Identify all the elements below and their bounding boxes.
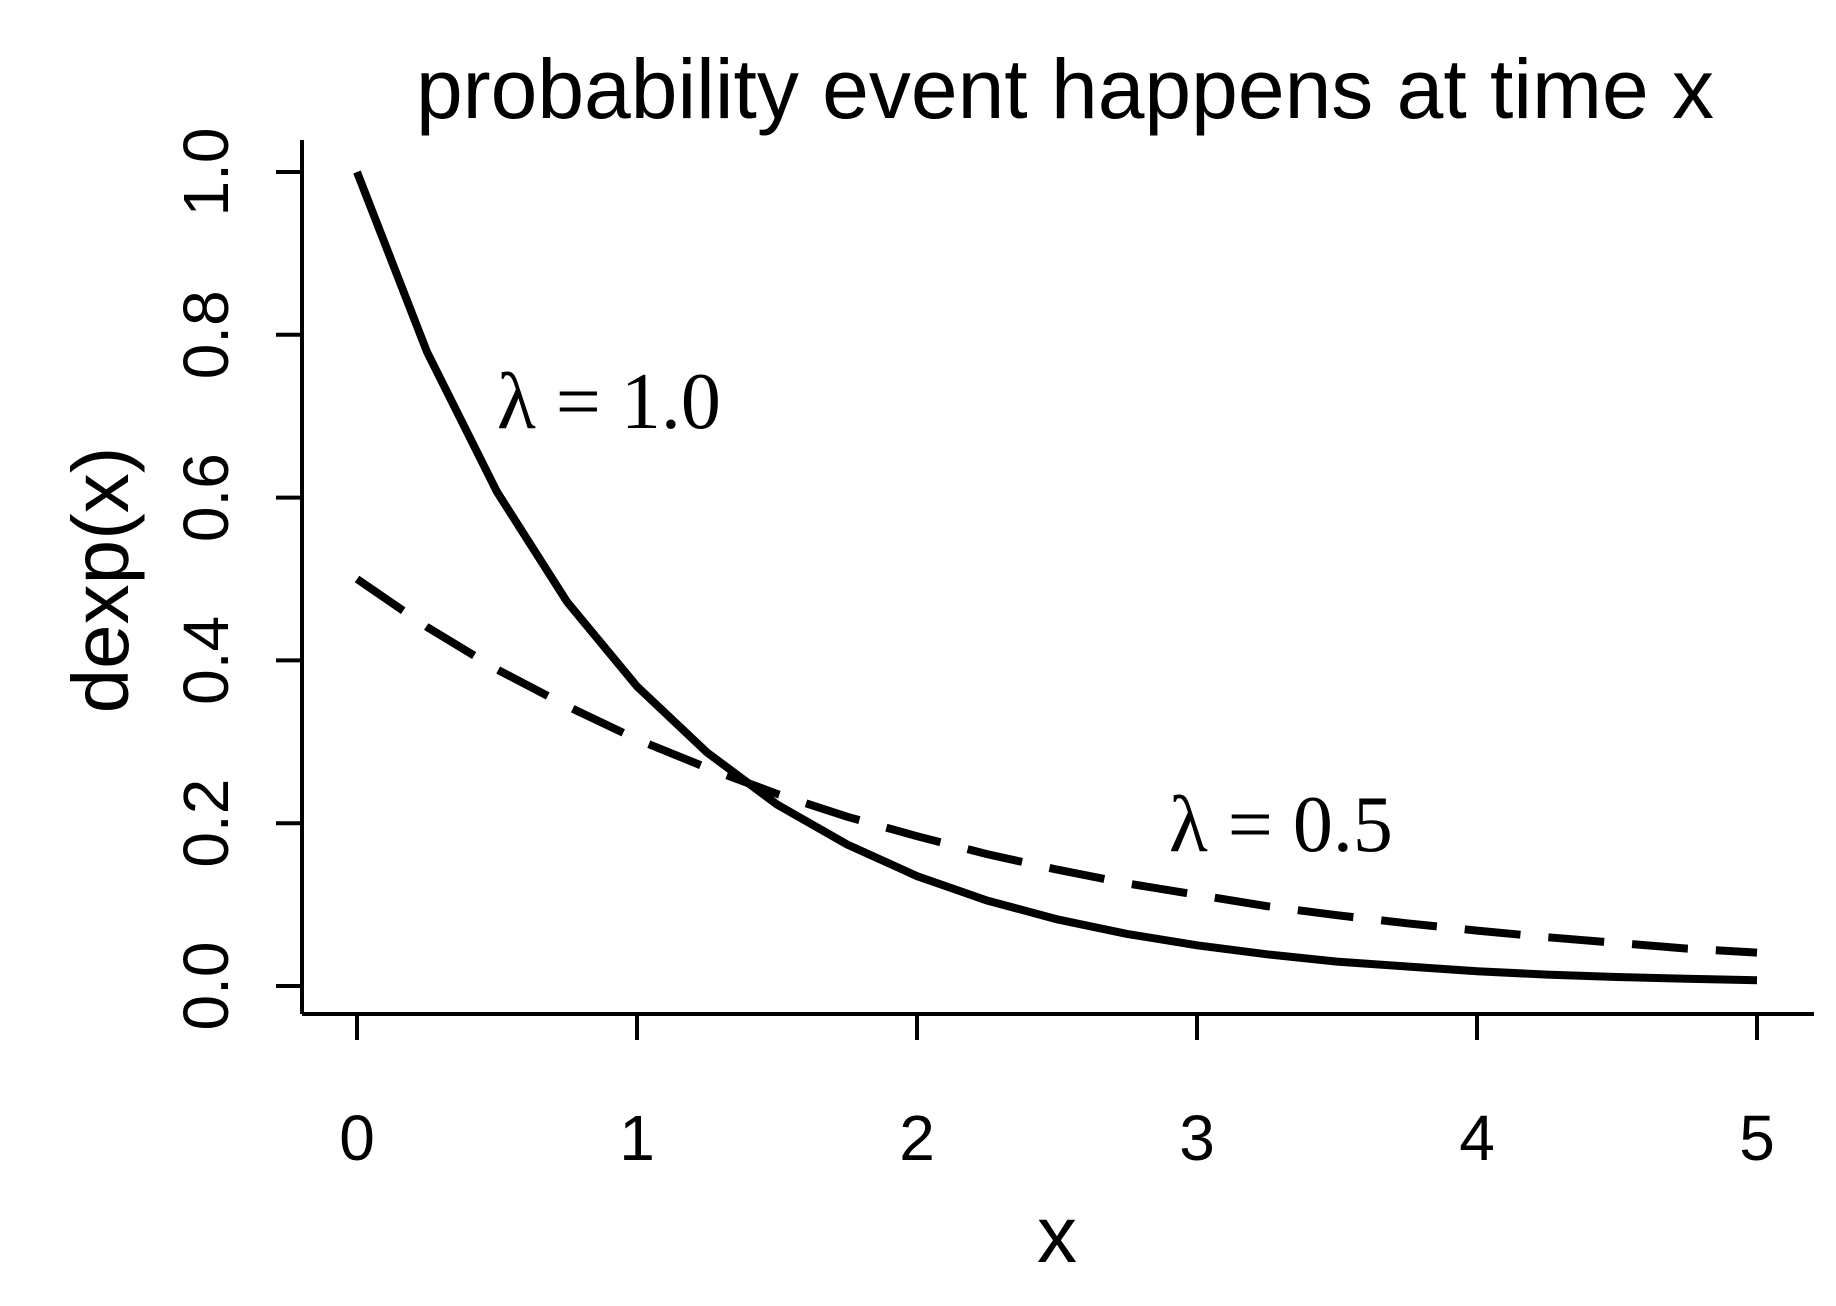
y-tick-label: 0.8 xyxy=(170,290,242,379)
x-tick-label: 2 xyxy=(899,1102,935,1174)
y-ticks: 0.0 0.2 0.4 0.6 0.8 1.0 xyxy=(170,128,302,1031)
series-annotation: λ = 1.0 xyxy=(497,358,721,446)
series-annotation: λ = 0.5 xyxy=(1169,781,1393,869)
chart-title: probability event happens at time x xyxy=(416,42,1714,136)
y-tick-label: 0.6 xyxy=(170,453,242,542)
x-tick-label: 5 xyxy=(1739,1102,1775,1174)
x-axis-label: x xyxy=(1037,1190,1077,1279)
annotations: λ = 1.0 λ = 0.5 xyxy=(497,358,1393,869)
series-line-1 xyxy=(353,170,1758,985)
x-tick-label: 3 xyxy=(1179,1102,1215,1174)
x-tick-label: 4 xyxy=(1459,1102,1495,1174)
y-axis-label: dexp(x) xyxy=(56,447,145,714)
y-tick-label: 0.4 xyxy=(170,616,242,705)
y-tick-label: 0.0 xyxy=(170,942,242,1031)
y-tick-label: 0.2 xyxy=(170,779,242,868)
y-tick-label: 1.0 xyxy=(170,128,242,217)
x-tick-label: 1 xyxy=(619,1102,655,1174)
x-ticks: 0 1 2 3 4 5 xyxy=(339,1014,1775,1174)
series-group xyxy=(353,170,1758,985)
x-tick-label: 0 xyxy=(339,1102,375,1174)
series-line-2 xyxy=(354,575,1758,957)
